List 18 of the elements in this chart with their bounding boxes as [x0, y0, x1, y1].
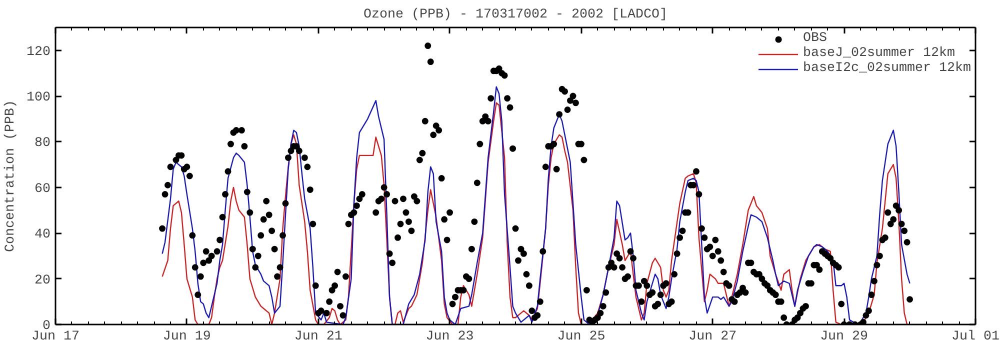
- y-tick-label: 80: [34, 136, 51, 152]
- y-tick-label: 100: [26, 90, 51, 106]
- x-tick-label: Jun 23: [426, 330, 474, 344]
- x-tick-label: Jun 29: [820, 330, 868, 344]
- y-axis-title: Concentration (PPB): [4, 100, 19, 252]
- y-tick-label: 120: [26, 44, 51, 60]
- legend-label: OBS: [803, 31, 828, 46]
- x-tick-label: Jun 25: [557, 330, 606, 344]
- y-tick-label: 60: [34, 182, 51, 197]
- x-tick-label: Jun 19: [162, 330, 211, 344]
- x-tick-label: Jun 27: [688, 330, 737, 344]
- legend-label: baseJ_02summer 12km: [803, 46, 955, 61]
- y-tick-label: 20: [34, 273, 51, 288]
- legend-label: baseI2c_02summer 12km: [803, 61, 971, 76]
- y-tick-label: 40: [34, 228, 51, 243]
- chart-title: Ozone (PPB) - 170317002 - 2002 [LADCO]: [364, 8, 668, 22]
- x-tick-label: Jun 21: [294, 330, 342, 344]
- x-tick-label: Jul 01: [952, 330, 1000, 344]
